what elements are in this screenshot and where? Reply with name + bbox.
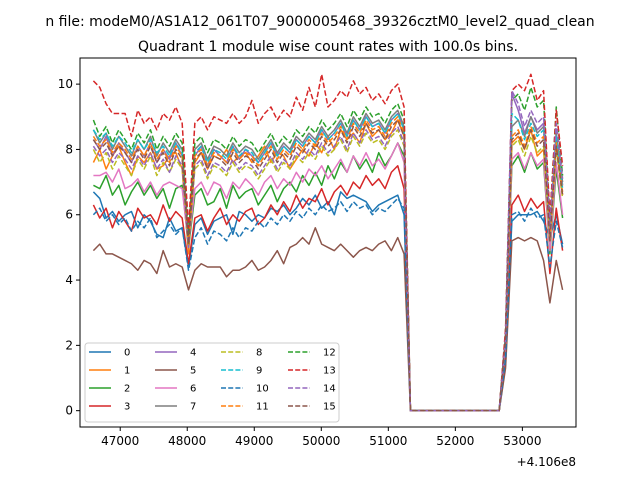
legend-label: 14 [323,384,336,395]
y-axis: 0 2 4 6 8 10 [58,77,80,418]
x-offset-label: +4.106e8 [517,455,576,469]
legend-label: 5 [190,366,196,377]
legend-label: 0 [124,348,130,359]
legend-label: 12 [323,348,336,359]
y-tick-label: 2 [65,338,73,352]
legend-label: 1 [124,366,130,377]
chart-title: Quadrant 1 module wise count rates with … [138,39,518,55]
x-tick-label: 48000 [168,434,206,448]
legend-label: 9 [256,366,262,377]
series-line-9 [92,112,564,412]
legend-label: 15 [323,402,336,413]
x-axis: 47000 48000 49000 50000 51000 52000 53000 [101,427,541,448]
legend-label: 8 [256,348,262,359]
y-tick-label: 4 [65,273,73,287]
legend-label: 11 [256,402,269,413]
y-tick-label: 8 [65,142,73,156]
y-tick-label: 0 [65,404,73,418]
legend-box [84,342,340,423]
plot-frame [79,57,577,428]
legend-label: 4 [190,348,196,359]
legend-label: 6 [190,384,196,395]
series-layer [92,73,564,412]
y-tick-label: 6 [65,208,73,222]
legend-label: 10 [256,384,269,395]
y-tick-label: 10 [58,77,73,91]
x-tick-label: 50000 [302,434,340,448]
x-tick-label: 47000 [101,434,139,448]
legend-label: 3 [124,402,130,413]
series-line-15 [92,119,564,412]
legend-label: 13 [323,366,336,377]
x-tick-label: 53000 [503,434,541,448]
legend-label: 7 [190,402,196,413]
x-tick-label: 51000 [369,434,407,448]
x-tick-label: 49000 [235,434,273,448]
figure-suptitle: n file: modeM0/AS1A12_061T07_9000005468_… [45,14,594,30]
x-tick-label: 52000 [436,434,474,448]
legend-label: 2 [124,384,130,395]
